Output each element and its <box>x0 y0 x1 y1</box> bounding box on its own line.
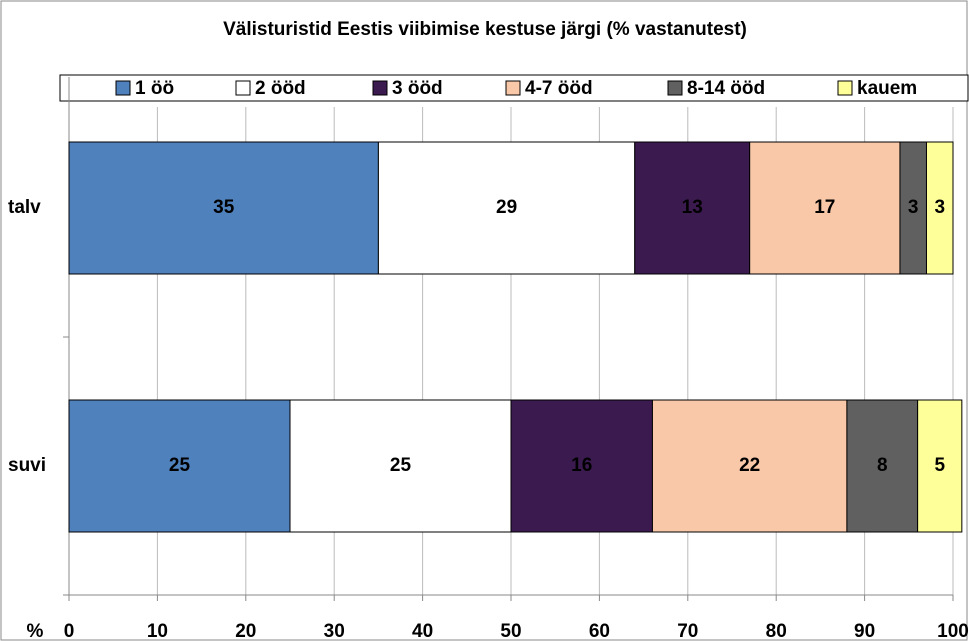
x-axis-label: % <box>27 621 44 641</box>
legend-swatch <box>372 80 388 96</box>
legend-label: kauem <box>857 78 917 99</box>
bar-segment <box>377 141 636 275</box>
data-label: 25 <box>169 455 191 476</box>
x-tick-label: 10 <box>147 621 168 641</box>
x-tick-label: 60 <box>589 621 610 641</box>
bar-segment <box>289 399 512 533</box>
x-tick-label: 70 <box>677 621 698 641</box>
data-label: 25 <box>390 455 412 476</box>
data-label: 13 <box>682 197 703 218</box>
legend-swatch <box>667 80 683 96</box>
x-tick-label: 0 <box>64 621 75 641</box>
bar-segment <box>846 399 919 533</box>
x-tick-label: 50 <box>500 621 521 641</box>
data-label: 35 <box>213 197 235 218</box>
bar-segment <box>510 399 653 533</box>
legend-swatch <box>505 80 521 96</box>
legend-label: 2 ööd <box>255 78 306 99</box>
x-tick-label: 30 <box>324 621 345 641</box>
chart-title: Välisturistid Eestis viibimise kestuse j… <box>223 19 747 40</box>
data-label: 17 <box>814 197 835 218</box>
data-label: 22 <box>739 455 760 476</box>
legend-label: 8-14 ööd <box>687 78 765 99</box>
x-tick-label: 80 <box>766 621 787 641</box>
legend-label: 3 ööd <box>392 78 443 99</box>
data-label: 16 <box>571 455 592 476</box>
bar-segment <box>925 141 954 275</box>
y-tick-label: suvi <box>8 455 46 476</box>
bar-segment <box>899 141 927 275</box>
bar-segment <box>651 399 848 533</box>
x-tick-label: 20 <box>235 621 256 641</box>
bar-segment <box>917 399 963 533</box>
bar-segment <box>68 141 379 275</box>
legend-label: 4-7 ööd <box>525 78 593 99</box>
x-tick-label: 100 <box>937 621 969 641</box>
bar-segment <box>68 399 291 533</box>
bar-segment <box>749 141 901 275</box>
data-label: 29 <box>496 197 517 218</box>
x-tick-label: 90 <box>854 621 875 641</box>
data-label: 5 <box>934 455 945 476</box>
legend-swatch <box>115 80 131 96</box>
legend-label: 1 öö <box>135 78 174 99</box>
data-label: 3 <box>934 197 945 218</box>
y-tick-label: talv <box>8 197 41 218</box>
legend-swatch <box>837 80 853 96</box>
data-label: 3 <box>908 197 919 218</box>
x-tick-label: 40 <box>412 621 433 641</box>
legend-swatch <box>235 80 251 96</box>
data-label: 8 <box>877 455 888 476</box>
